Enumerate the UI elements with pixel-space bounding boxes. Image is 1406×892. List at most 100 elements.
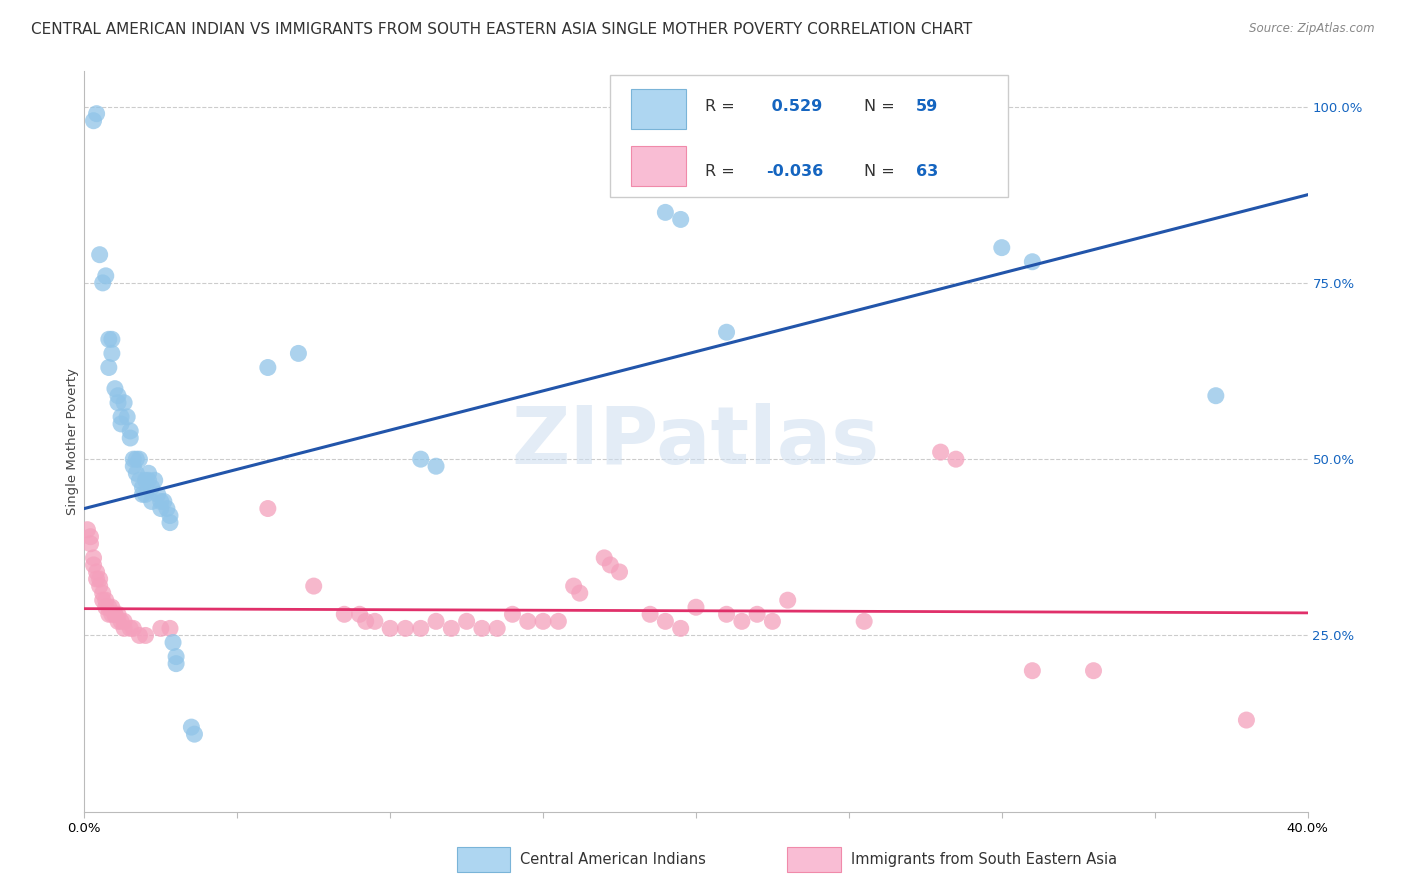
Point <box>146 487 169 501</box>
Point <box>83 558 105 572</box>
Point <box>97 332 120 346</box>
Point <box>128 628 150 642</box>
Point <box>440 621 463 635</box>
Point <box>97 600 120 615</box>
Bar <box>631 146 686 186</box>
Point <box>991 241 1014 255</box>
Point <box>125 452 148 467</box>
Text: Immigrants from South Eastern Asia: Immigrants from South Eastern Asia <box>851 853 1116 867</box>
Point <box>165 657 187 671</box>
Point <box>502 607 524 622</box>
Point <box>287 346 309 360</box>
Point <box>91 586 114 600</box>
Point <box>89 579 111 593</box>
Text: Source: ZipAtlas.com: Source: ZipAtlas.com <box>1250 22 1375 36</box>
Point <box>562 579 585 593</box>
Point <box>1083 664 1105 678</box>
Point <box>380 621 402 635</box>
Point <box>141 480 163 494</box>
Point <box>425 459 447 474</box>
Point <box>394 621 416 635</box>
Point <box>115 409 138 424</box>
Point <box>165 649 187 664</box>
Point <box>101 607 124 622</box>
Text: -0.036: -0.036 <box>766 164 823 179</box>
Point <box>83 550 105 565</box>
Text: N =: N = <box>863 164 900 179</box>
Point <box>716 607 738 622</box>
Point <box>91 593 114 607</box>
Point <box>79 537 101 551</box>
Point <box>107 607 129 622</box>
Point <box>94 593 117 607</box>
Point <box>94 268 117 283</box>
Point <box>609 565 631 579</box>
Text: R =: R = <box>704 99 740 114</box>
Point <box>156 501 179 516</box>
Text: Central American Indians: Central American Indians <box>520 853 706 867</box>
Point <box>1236 713 1258 727</box>
Point <box>409 621 432 635</box>
Point <box>776 593 799 607</box>
Point <box>122 459 145 474</box>
Text: 0.529: 0.529 <box>766 99 823 114</box>
Point <box>110 615 132 629</box>
Point <box>302 579 325 593</box>
Point <box>531 615 554 629</box>
Point <box>685 600 707 615</box>
Point <box>112 615 135 629</box>
Point <box>547 615 569 629</box>
Point <box>716 325 738 339</box>
Point <box>128 473 150 487</box>
Text: 59: 59 <box>917 99 938 114</box>
Point <box>86 565 108 579</box>
Point <box>86 106 108 120</box>
Text: N =: N = <box>863 99 900 114</box>
Point <box>104 382 127 396</box>
Point <box>138 467 160 481</box>
Point <box>122 452 145 467</box>
Point <box>638 607 661 622</box>
Point <box>669 621 692 635</box>
Point <box>471 621 494 635</box>
Point <box>761 615 783 629</box>
Point <box>747 607 769 622</box>
Point <box>94 600 117 615</box>
Point <box>79 530 101 544</box>
Point <box>654 615 676 629</box>
Point <box>162 635 184 649</box>
Point <box>97 360 120 375</box>
Point <box>257 501 280 516</box>
Point <box>333 607 356 622</box>
Point <box>135 473 157 487</box>
Point <box>110 409 132 424</box>
Point <box>107 396 129 410</box>
Bar <box>631 88 686 128</box>
Point <box>120 431 142 445</box>
Text: ZIPatlas: ZIPatlas <box>512 402 880 481</box>
Point <box>149 501 172 516</box>
Text: R =: R = <box>704 164 740 179</box>
Point <box>86 572 108 586</box>
Point <box>89 572 111 586</box>
Point <box>929 445 952 459</box>
Point <box>516 615 538 629</box>
Point <box>593 550 616 565</box>
Point <box>110 417 132 431</box>
Point <box>101 600 124 615</box>
Point <box>153 494 176 508</box>
Text: 63: 63 <box>917 164 938 179</box>
Point <box>425 615 447 629</box>
Point <box>1205 389 1227 403</box>
FancyBboxPatch shape <box>610 75 1008 197</box>
Point <box>107 389 129 403</box>
Point <box>76 523 98 537</box>
Point <box>120 621 142 635</box>
Point <box>112 621 135 635</box>
Point <box>354 615 377 629</box>
Point <box>1021 664 1043 678</box>
Point <box>101 332 124 346</box>
Point <box>104 607 127 622</box>
Point <box>128 452 150 467</box>
Point <box>257 360 280 375</box>
